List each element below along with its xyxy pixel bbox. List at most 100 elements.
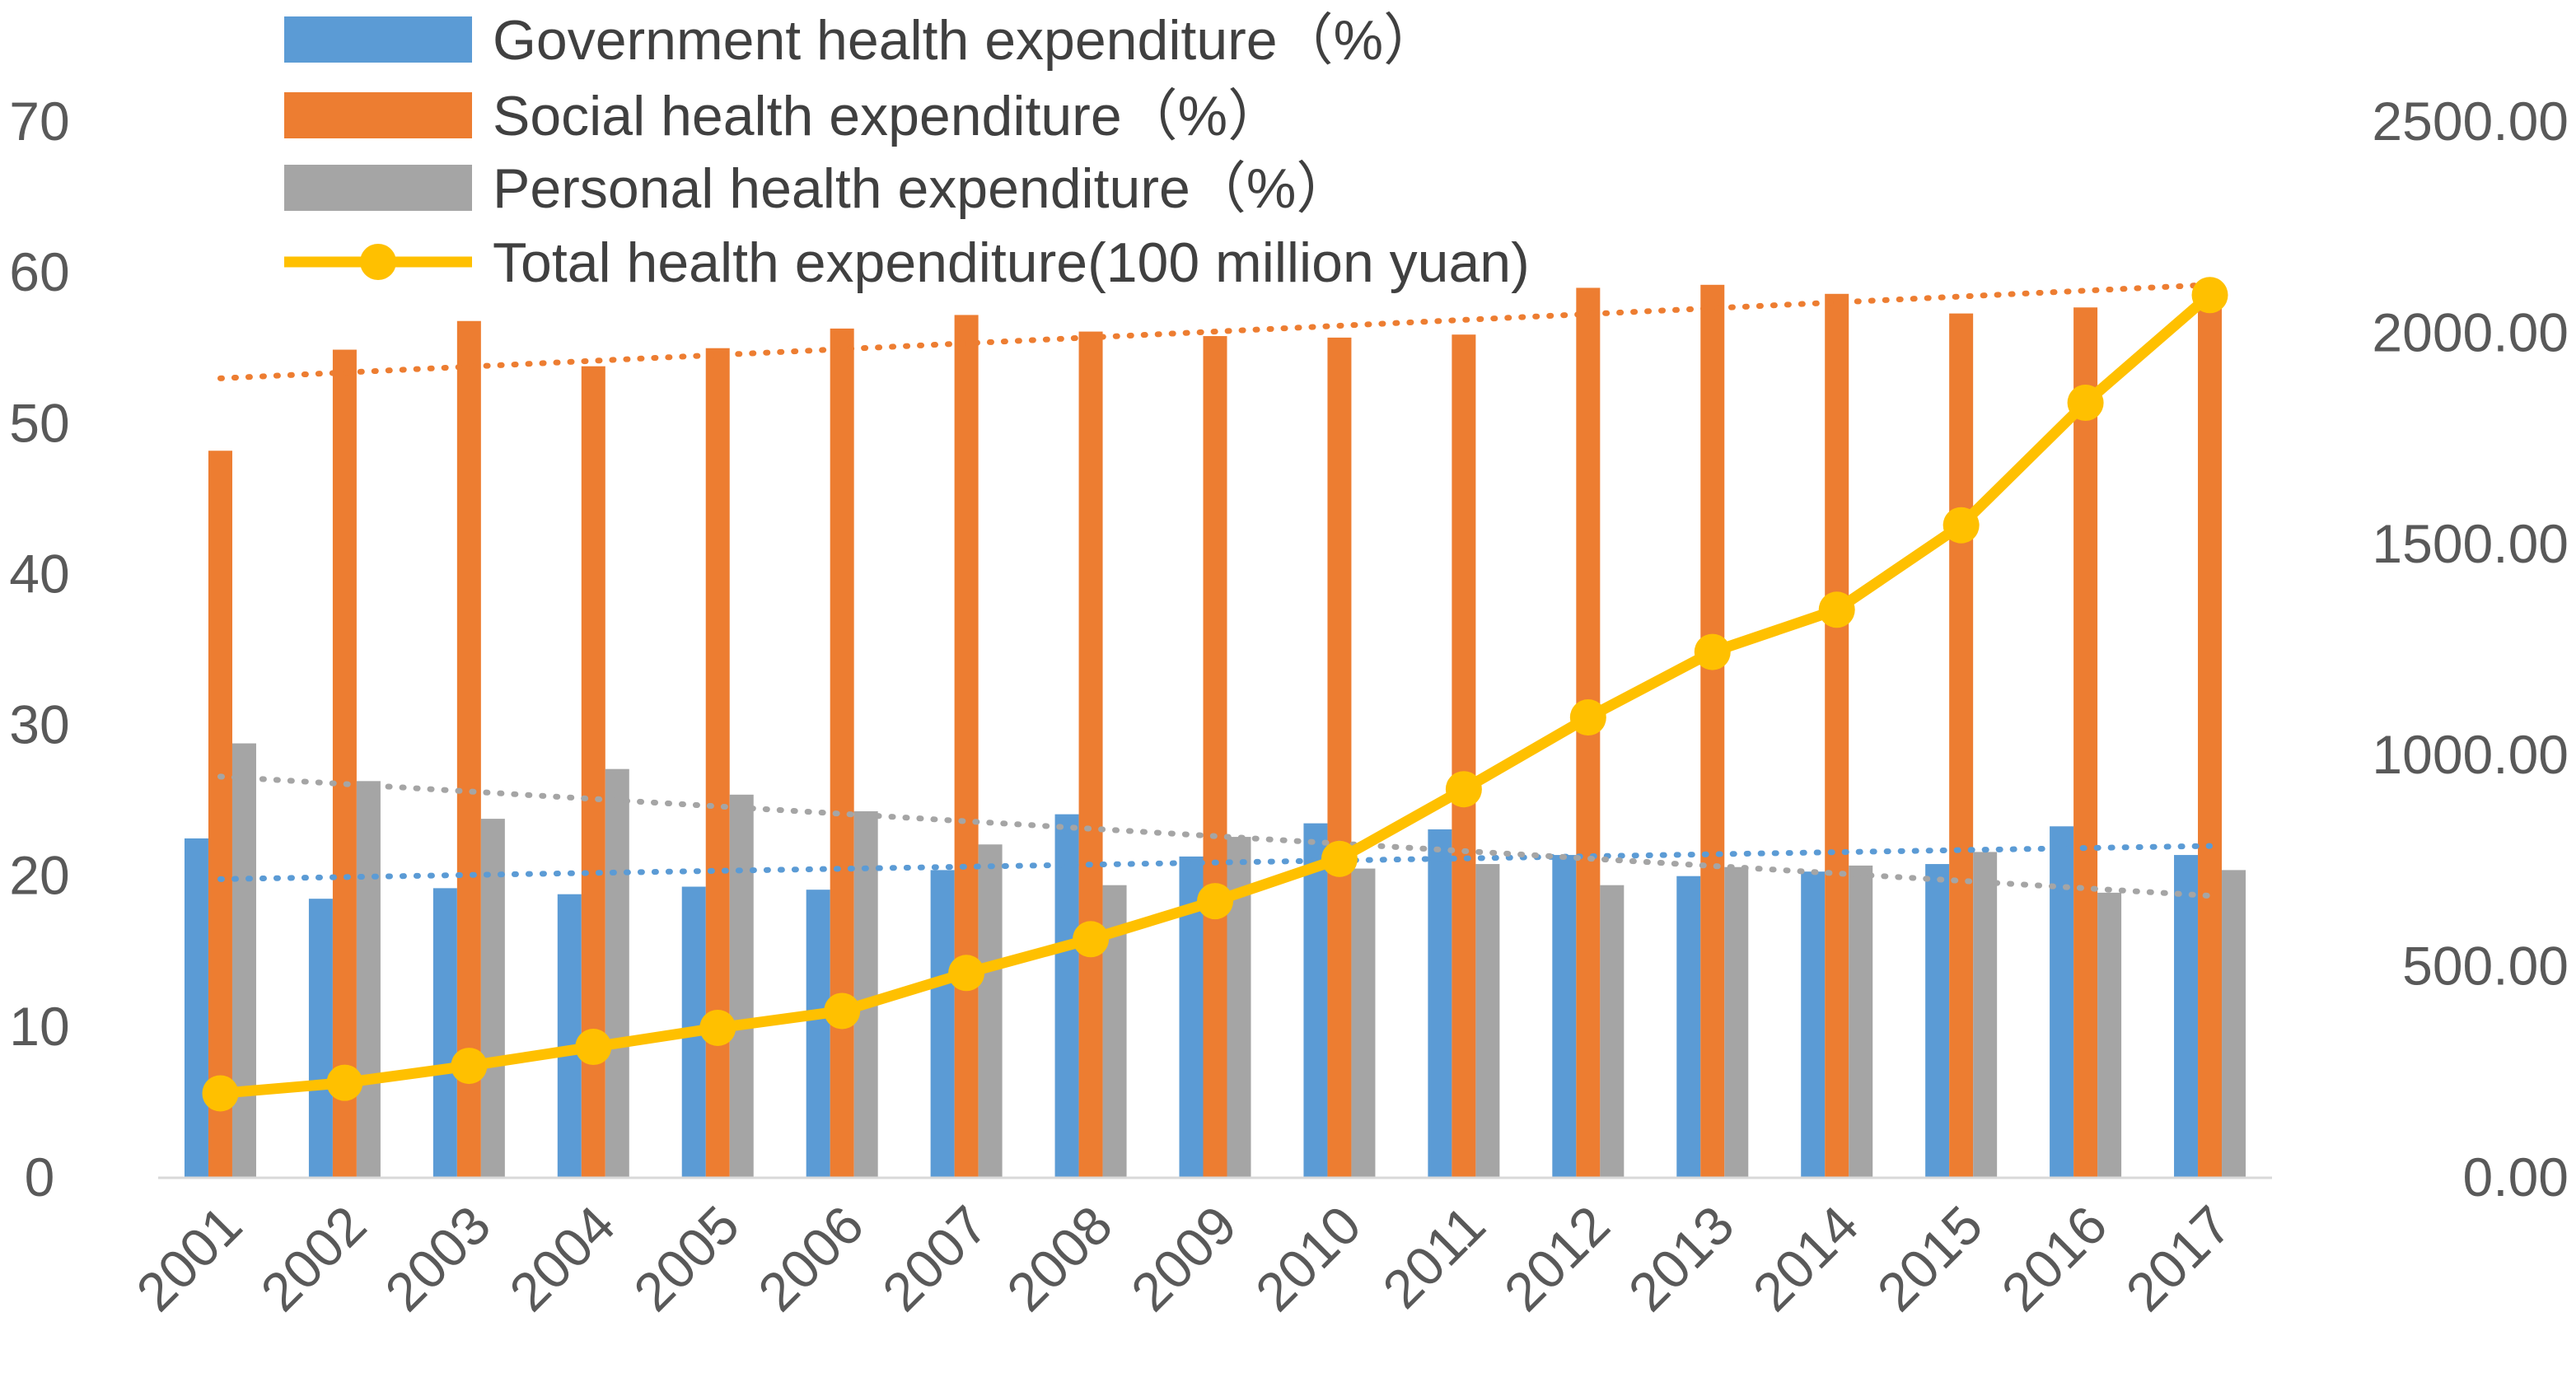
bar-personal-2006 bbox=[853, 810, 878, 1178]
x-axis-tick-label: 2017 bbox=[2114, 1194, 2242, 1323]
bar-personal-2002 bbox=[356, 781, 381, 1178]
bar-social-2006 bbox=[830, 328, 854, 1178]
total-expenditure-point-2002 bbox=[326, 1064, 363, 1101]
x-axis-tick-label: 2001 bbox=[124, 1194, 253, 1323]
total-expenditure-point-2017 bbox=[2191, 277, 2228, 314]
bar-personal-2010 bbox=[1351, 868, 1376, 1178]
bar-personal-2017 bbox=[2222, 870, 2246, 1178]
bar-social-2001 bbox=[208, 451, 232, 1178]
x-axis-ticks: 2001200220032004200520062007200820092010… bbox=[124, 1194, 2242, 1323]
bar-social-2007 bbox=[954, 315, 979, 1178]
legend-swatch-social bbox=[284, 92, 472, 138]
bar-government-2013 bbox=[1676, 876, 1701, 1178]
bar-personal-2003 bbox=[480, 819, 505, 1178]
bar-government-2017 bbox=[2174, 855, 2199, 1178]
total-expenditure-point-2013 bbox=[1694, 633, 1731, 670]
trendline-social bbox=[217, 282, 2214, 381]
right-axis-tick-label: 0.00 bbox=[2463, 1147, 2569, 1207]
x-axis-tick-label: 2016 bbox=[1989, 1194, 2118, 1323]
x-axis-tick-label: 2006 bbox=[746, 1194, 875, 1323]
right-axis-tick-label: 1500.00 bbox=[2372, 513, 2569, 574]
x-axis-tick-label: 2004 bbox=[498, 1194, 626, 1323]
bar-personal-2015 bbox=[1973, 852, 1998, 1178]
legend-label: Personal health expenditure（%） bbox=[493, 157, 1352, 220]
trendline-government bbox=[217, 843, 2214, 882]
bar-personal-2004 bbox=[605, 768, 629, 1178]
bar-government-2012 bbox=[1552, 855, 1577, 1178]
bar-social-2003 bbox=[456, 320, 481, 1179]
total-expenditure-point-2011 bbox=[1445, 771, 1482, 808]
total-expenditure-point-2007 bbox=[948, 955, 985, 992]
legend-swatch-government bbox=[284, 16, 472, 63]
bar-government-2001 bbox=[184, 838, 208, 1178]
right-axis-tick-label: 1000.00 bbox=[2372, 724, 2569, 785]
bar-government-2006 bbox=[806, 890, 830, 1178]
right-axis-tick-label: 500.00 bbox=[2402, 936, 2569, 997]
total-expenditure-point-2003 bbox=[451, 1048, 488, 1085]
total-expenditure-point-2001 bbox=[202, 1075, 239, 1112]
bar-social-2014 bbox=[1825, 293, 1849, 1179]
bar-personal-2007 bbox=[978, 844, 1003, 1178]
x-axis-tick-label: 2009 bbox=[1120, 1194, 1248, 1323]
legend-label: Total health expenditure(100 million yua… bbox=[493, 231, 1530, 294]
bar-social-2002 bbox=[332, 349, 357, 1178]
legend: Government health expenditure（%） Social h… bbox=[284, 9, 1530, 294]
right-axis-tick-label: 2000.00 bbox=[2372, 301, 2569, 362]
x-axis-tick-label: 2007 bbox=[871, 1194, 999, 1323]
bar-government-2008 bbox=[1054, 814, 1079, 1178]
x-axis-tick-label: 2003 bbox=[373, 1194, 502, 1323]
bar-personal-2016 bbox=[2097, 892, 2122, 1178]
bar-personal-2012 bbox=[1600, 885, 1625, 1178]
x-axis-tick-label: 2014 bbox=[1741, 1194, 1869, 1323]
total-expenditure-point-2006 bbox=[824, 992, 861, 1030]
bar-government-2004 bbox=[557, 894, 582, 1178]
left-axis-tick-label: 0 bbox=[25, 1147, 55, 1207]
legend-swatch-personal bbox=[284, 165, 472, 211]
bar-government-2016 bbox=[2050, 826, 2074, 1178]
bar-government-2015 bbox=[1925, 864, 1950, 1178]
total-expenditure-point-2009 bbox=[1197, 883, 1233, 920]
total-expenditure-point-2004 bbox=[575, 1029, 612, 1066]
bar-government-2011 bbox=[1428, 829, 1452, 1178]
left-axis-tick-label: 40 bbox=[9, 543, 69, 604]
bar-social-2013 bbox=[1700, 284, 1725, 1178]
total-expenditure-point-2016 bbox=[2067, 385, 2104, 422]
bar-social-2008 bbox=[1078, 331, 1103, 1178]
bar-personal-2005 bbox=[729, 794, 754, 1178]
bar-government-2003 bbox=[432, 888, 457, 1178]
bar-personal-2014 bbox=[1849, 865, 1873, 1178]
x-axis-tick-label: 2010 bbox=[1244, 1194, 1372, 1323]
bars bbox=[184, 284, 2246, 1179]
left-axis-tick-label: 70 bbox=[9, 91, 69, 152]
left-axis-tick-label: 30 bbox=[9, 694, 69, 755]
bar-social-2016 bbox=[2073, 307, 2098, 1178]
bar-personal-2011 bbox=[1475, 864, 1500, 1178]
bar-government-2007 bbox=[930, 870, 955, 1178]
bar-personal-2001 bbox=[231, 743, 256, 1178]
total-expenditure-line bbox=[202, 277, 2228, 1112]
right-axis-tick-label: 2500.00 bbox=[2372, 91, 2569, 152]
bar-social-2005 bbox=[705, 348, 730, 1178]
x-axis-tick-label: 2012 bbox=[1493, 1194, 1621, 1323]
x-axis-tick-label: 2011 bbox=[1371, 1194, 1497, 1320]
total-expenditure-point-2015 bbox=[1943, 507, 1980, 544]
bar-social-2017 bbox=[2198, 289, 2223, 1178]
total-expenditure-point-2005 bbox=[699, 1009, 736, 1046]
right-axis-ticks: 0.00 500.00 1000.00 1500.00 2000.00 2500.00 bbox=[2372, 91, 2569, 1207]
x-axis-tick-label: 2002 bbox=[249, 1194, 377, 1323]
bar-social-2009 bbox=[1203, 336, 1227, 1178]
total-expenditure-point-2008 bbox=[1073, 921, 1110, 958]
legend-swatch-total-marker bbox=[360, 244, 396, 280]
bar-social-2015 bbox=[1949, 313, 1974, 1178]
bar-government-2014 bbox=[1801, 871, 1826, 1178]
total-expenditure-point-2014 bbox=[1818, 591, 1855, 628]
x-axis-tick-label: 2005 bbox=[622, 1194, 750, 1323]
x-axis-tick-label: 2015 bbox=[1865, 1194, 1994, 1323]
total-expenditure-point-2012 bbox=[1569, 699, 1606, 736]
bar-government-2010 bbox=[1303, 823, 1328, 1178]
legend-label: Social health expenditure（%） bbox=[493, 85, 1283, 147]
left-axis-tick-label: 20 bbox=[9, 845, 69, 906]
bar-social-2010 bbox=[1327, 337, 1352, 1178]
